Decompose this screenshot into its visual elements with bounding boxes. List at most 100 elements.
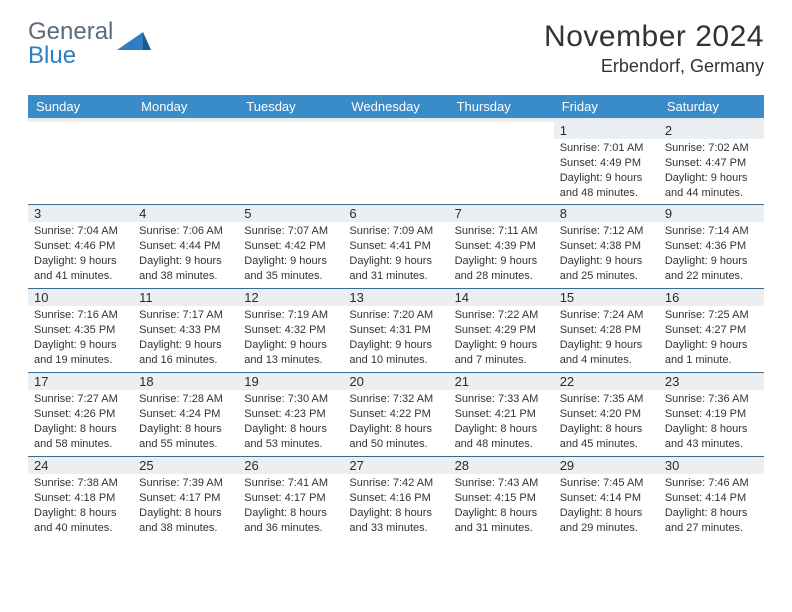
day-info: Sunrise: 7:43 AMSunset: 4:15 PMDaylight:… [455, 476, 548, 535]
day-info: Sunrise: 7:35 AMSunset: 4:20 PMDaylight:… [560, 392, 653, 451]
day-number: 12 [238, 289, 343, 306]
day-info: Sunrise: 7:07 AMSunset: 4:42 PMDaylight:… [244, 224, 337, 283]
day-number: 19 [238, 373, 343, 390]
day-number: 27 [343, 457, 448, 474]
weekday-header: Wednesday [343, 95, 448, 120]
day-info: Sunrise: 7:02 AMSunset: 4:47 PMDaylight:… [665, 141, 758, 200]
weekday-header: Friday [554, 95, 659, 120]
day-info: Sunrise: 7:39 AMSunset: 4:17 PMDaylight:… [139, 476, 232, 535]
calendar-day-cell [28, 120, 133, 205]
month-year: November 2024 [544, 20, 764, 54]
day-number: 4 [133, 205, 238, 222]
day-number: 6 [343, 205, 448, 222]
calendar-day-cell: 19 Sunrise: 7:30 AMSunset: 4:23 PMDayligh… [238, 373, 343, 457]
logo-word2: Blue [28, 42, 76, 69]
day-info: Sunrise: 7:12 AMSunset: 4:38 PMDaylight:… [560, 224, 653, 283]
logo: General Blue [28, 20, 151, 68]
day-number: 10 [28, 289, 133, 306]
day-info: Sunrise: 7:14 AMSunset: 4:36 PMDaylight:… [665, 224, 758, 283]
day-info: Sunrise: 7:04 AMSunset: 4:46 PMDaylight:… [34, 224, 127, 283]
day-info: Sunrise: 7:33 AMSunset: 4:21 PMDaylight:… [455, 392, 548, 451]
day-number: 15 [554, 289, 659, 306]
calendar-day-cell: 10 Sunrise: 7:16 AMSunset: 4:35 PMDayligh… [28, 289, 133, 373]
day-number: 14 [449, 289, 554, 306]
day-info: Sunrise: 7:22 AMSunset: 4:29 PMDaylight:… [455, 308, 548, 367]
calendar-day-cell: 28Sunrise: 7:43 AMSunset: 4:15 PMDayligh… [449, 457, 554, 541]
day-number: 16 [659, 289, 764, 306]
day-number: 22 [554, 373, 659, 390]
day-info: Sunrise: 7:27 AMSunset: 4:26 PMDaylight:… [34, 392, 127, 451]
weekday-header: Thursday [449, 95, 554, 120]
day-number: 21 [449, 373, 554, 390]
weekday-header-row: SundayMondayTuesdayWednesdayThursdayFrid… [28, 95, 764, 120]
calendar-day-cell: 1 Sunrise: 7:01 AMSunset: 4:49 PMDaylight… [554, 120, 659, 205]
calendar-day-cell: 14 Sunrise: 7:22 AMSunset: 4:29 PMDayligh… [449, 289, 554, 373]
calendar-body: 1 Sunrise: 7:01 AMSunset: 4:49 PMDaylight… [28, 120, 764, 541]
calendar-day-cell: 29 Sunrise: 7:45 AMSunset: 4:14 PMDayligh… [554, 457, 659, 541]
day-number: 18 [133, 373, 238, 390]
day-info: Sunrise: 7:09 AMSunset: 4:41 PMDaylight:… [349, 224, 442, 283]
calendar-day-cell: 20Sunrise: 7:32 AMSunset: 4:22 PMDayligh… [343, 373, 448, 457]
weekday-header: Saturday [659, 95, 764, 120]
day-number: 3 [28, 205, 133, 222]
calendar-day-cell: 5 Sunrise: 7:07 AMSunset: 4:42 PMDaylight… [238, 205, 343, 289]
header: General Blue November 2024 Erbendorf, Ge… [28, 20, 764, 77]
calendar-day-cell: 23Sunrise: 7:36 AMSunset: 4:19 PMDayligh… [659, 373, 764, 457]
calendar-day-cell: 27 Sunrise: 7:42 AMSunset: 4:16 PMDayligh… [343, 457, 448, 541]
day-number: 11 [133, 289, 238, 306]
calendar-day-cell: 13Sunrise: 7:20 AMSunset: 4:31 PMDayligh… [343, 289, 448, 373]
calendar-day-cell: 30 Sunrise: 7:46 AMSunset: 4:14 PMDayligh… [659, 457, 764, 541]
day-info: Sunrise: 7:46 AMSunset: 4:14 PMDaylight:… [665, 476, 758, 535]
day-number: 24 [28, 457, 133, 474]
location: Erbendorf, Germany [544, 56, 764, 77]
day-number: 5 [238, 205, 343, 222]
calendar-day-cell: 8 Sunrise: 7:12 AMSunset: 4:38 PMDaylight… [554, 205, 659, 289]
logo-word1: General [28, 18, 113, 45]
calendar-day-cell: 2Sunrise: 7:02 AMSunset: 4:47 PMDaylight… [659, 120, 764, 205]
day-info: Sunrise: 7:25 AMSunset: 4:27 PMDaylight:… [665, 308, 758, 367]
day-info: Sunrise: 7:20 AMSunset: 4:31 PMDaylight:… [349, 308, 442, 367]
calendar-day-cell: 3 Sunrise: 7:04 AMSunset: 4:46 PMDaylight… [28, 205, 133, 289]
calendar-day-cell: 16 Sunrise: 7:25 AMSunset: 4:27 PMDayligh… [659, 289, 764, 373]
calendar-day-cell: 25 Sunrise: 7:39 AMSunset: 4:17 PMDayligh… [133, 457, 238, 541]
day-info: Sunrise: 7:38 AMSunset: 4:18 PMDaylight:… [34, 476, 127, 535]
calendar-day-cell: 26Sunrise: 7:41 AMSunset: 4:17 PMDayligh… [238, 457, 343, 541]
day-number: 7 [449, 205, 554, 222]
day-number: 1 [554, 122, 659, 139]
calendar-day-cell: 15 Sunrise: 7:24 AMSunset: 4:28 PMDayligh… [554, 289, 659, 373]
calendar-table: SundayMondayTuesdayWednesdayThursdayFrid… [28, 95, 764, 541]
day-info: Sunrise: 7:32 AMSunset: 4:22 PMDaylight:… [349, 392, 442, 451]
day-info: Sunrise: 7:42 AMSunset: 4:16 PMDaylight:… [349, 476, 442, 535]
day-info: Sunrise: 7:11 AMSunset: 4:39 PMDaylight:… [455, 224, 548, 283]
day-number: 29 [554, 457, 659, 474]
calendar-day-cell [133, 120, 238, 205]
calendar-week-row: 3 Sunrise: 7:04 AMSunset: 4:46 PMDaylight… [28, 205, 764, 289]
calendar-day-cell: 12 Sunrise: 7:19 AMSunset: 4:32 PMDayligh… [238, 289, 343, 373]
calendar-week-row: 24 Sunrise: 7:38 AMSunset: 4:18 PMDayligh… [28, 457, 764, 541]
weekday-header: Monday [133, 95, 238, 120]
day-info: Sunrise: 7:01 AMSunset: 4:49 PMDaylight:… [560, 141, 653, 200]
day-info: Sunrise: 7:45 AMSunset: 4:14 PMDaylight:… [560, 476, 653, 535]
day-info: Sunrise: 7:06 AMSunset: 4:44 PMDaylight:… [139, 224, 232, 283]
day-info: Sunrise: 7:24 AMSunset: 4:28 PMDaylight:… [560, 308, 653, 367]
day-info: Sunrise: 7:28 AMSunset: 4:24 PMDaylight:… [139, 392, 232, 451]
day-number: 25 [133, 457, 238, 474]
day-number: 9 [659, 205, 764, 222]
calendar-day-cell: 9 Sunrise: 7:14 AMSunset: 4:36 PMDaylight… [659, 205, 764, 289]
day-number: 30 [659, 457, 764, 474]
weekday-header: Sunday [28, 95, 133, 120]
day-number: 8 [554, 205, 659, 222]
day-info: Sunrise: 7:16 AMSunset: 4:35 PMDaylight:… [34, 308, 127, 367]
calendar-day-cell: 7 Sunrise: 7:11 AMSunset: 4:39 PMDaylight… [449, 205, 554, 289]
calendar-day-cell: 18 Sunrise: 7:28 AMSunset: 4:24 PMDayligh… [133, 373, 238, 457]
day-number: 17 [28, 373, 133, 390]
day-info: Sunrise: 7:19 AMSunset: 4:32 PMDaylight:… [244, 308, 337, 367]
weekday-header: Tuesday [238, 95, 343, 120]
day-info: Sunrise: 7:36 AMSunset: 4:19 PMDaylight:… [665, 392, 758, 451]
calendar-day-cell: 4 Sunrise: 7:06 AMSunset: 4:44 PMDaylight… [133, 205, 238, 289]
calendar-day-cell [343, 120, 448, 205]
logo-triangle-icon [117, 30, 151, 59]
calendar-week-row: 1 Sunrise: 7:01 AMSunset: 4:49 PMDaylight… [28, 120, 764, 205]
day-number: 26 [238, 457, 343, 474]
day-info: Sunrise: 7:30 AMSunset: 4:23 PMDaylight:… [244, 392, 337, 451]
